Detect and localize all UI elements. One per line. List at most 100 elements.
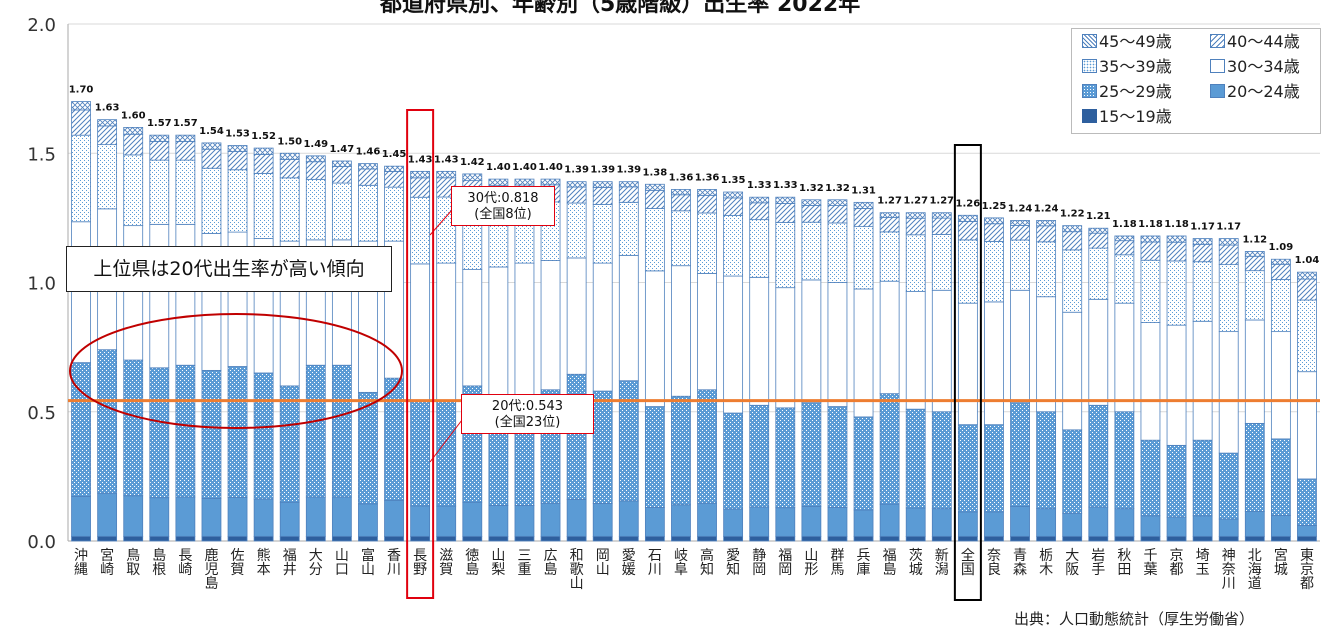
data-label: 1.40 bbox=[512, 162, 537, 173]
bar-segment-35-39 bbox=[931, 234, 952, 291]
x-tick-label: 岩手 bbox=[1091, 548, 1105, 578]
bar-segment-15-19 bbox=[149, 535, 170, 542]
bar-segment-45-49 bbox=[149, 134, 170, 142]
bar-segment-45-49 bbox=[331, 160, 352, 167]
bar-segment-15-19 bbox=[410, 535, 431, 542]
data-label: 1.27 bbox=[903, 196, 928, 207]
x-tick-label: 北海道 bbox=[1248, 548, 1262, 592]
bar-segment-35-39 bbox=[410, 196, 431, 265]
callout-20s-pointer bbox=[429, 419, 463, 463]
x-tick-label: 長野 bbox=[413, 548, 427, 578]
bar-segment-30-34 bbox=[931, 289, 952, 413]
bar-segment-20-24 bbox=[305, 496, 326, 537]
legend-item-15-19: 15〜19歳 bbox=[1082, 107, 1172, 127]
bar-segment-20-24 bbox=[488, 505, 509, 537]
bar-segment-20-24 bbox=[827, 506, 848, 537]
bar-segment-15-19 bbox=[305, 535, 326, 542]
bar-segment-45-49 bbox=[1140, 235, 1161, 243]
bar-segment-20-24 bbox=[149, 497, 170, 537]
x-tick-label: 大阪 bbox=[1065, 548, 1079, 578]
bar-segment-35-39 bbox=[1036, 241, 1057, 298]
bar-segment-30-34 bbox=[410, 263, 431, 402]
x-tick-label: 山口 bbox=[335, 548, 349, 578]
bar-segment-45-49 bbox=[1114, 235, 1135, 242]
y-tick-label: 0.5 bbox=[27, 403, 56, 424]
bar-segment-40-44 bbox=[879, 217, 900, 233]
bar-segment-35-39 bbox=[1297, 299, 1317, 373]
bar-segment-35-39 bbox=[697, 212, 717, 274]
data-label: 1.60 bbox=[121, 110, 146, 121]
bar-segment-15-19 bbox=[97, 535, 118, 542]
bar-segment-30-34 bbox=[984, 301, 1004, 426]
x-tick-label: 香川 bbox=[387, 548, 401, 578]
data-label: 1.12 bbox=[1242, 234, 1267, 245]
legend-label-15-19: 15〜19歳 bbox=[1099, 107, 1172, 126]
bar-segment-25-29 bbox=[436, 401, 457, 507]
bar-segment-40-44 bbox=[775, 203, 796, 223]
bar-segment-25-29 bbox=[1088, 404, 1109, 508]
bar-segment-45-49 bbox=[957, 214, 978, 222]
x-tick-label: 岐阜 bbox=[674, 548, 688, 578]
bar-segment-30-34 bbox=[1088, 298, 1109, 406]
bar-segment-20-24 bbox=[436, 505, 457, 537]
bar-segment-15-19 bbox=[1244, 535, 1265, 542]
bar-segment-45-49 bbox=[931, 212, 952, 219]
bar-segment-35-39 bbox=[1010, 239, 1030, 291]
bar-segment-15-19 bbox=[931, 535, 952, 542]
data-label: 1.24 bbox=[1034, 203, 1059, 214]
bar-segment-40-44 bbox=[175, 140, 196, 161]
bar-segment-30-34 bbox=[827, 282, 848, 407]
legend-item-40-44: 40〜44歳 bbox=[1210, 32, 1300, 52]
bar-segment-25-29 bbox=[644, 406, 665, 508]
bar-segment-25-29 bbox=[592, 390, 613, 504]
bar-segment-25-29 bbox=[905, 408, 926, 509]
x-tick-label: 静岡 bbox=[752, 548, 766, 578]
x-tick-label: 愛媛 bbox=[622, 548, 636, 578]
y-tick-label: 1.5 bbox=[27, 144, 56, 165]
bar-segment-20-24 bbox=[227, 496, 248, 537]
bar-segment-30-34 bbox=[1166, 324, 1187, 446]
bar-segment-25-29 bbox=[801, 402, 822, 507]
bar-segment-40-44 bbox=[644, 189, 665, 209]
bar-segment-15-19 bbox=[592, 535, 613, 542]
bar-segment-20-24 bbox=[201, 497, 222, 537]
x-tick-label: 和歌山 bbox=[570, 548, 584, 592]
callout-30s-pointer bbox=[429, 209, 453, 236]
data-label: 1.26 bbox=[956, 198, 981, 209]
bar-segment-35-39 bbox=[879, 231, 900, 282]
bar-segment-45-49 bbox=[853, 201, 874, 209]
data-label: 1.21 bbox=[1086, 211, 1111, 222]
bar-segment-25-29 bbox=[253, 372, 274, 500]
bar-segment-25-29 bbox=[749, 404, 770, 508]
callout-30s-value: 30代:0.818 bbox=[467, 191, 539, 206]
x-tick-label: 三重 bbox=[517, 548, 531, 578]
bar-segment-45-49 bbox=[175, 134, 196, 142]
bar-segment-20-24 bbox=[1166, 516, 1187, 537]
bar-segment-20-24 bbox=[957, 511, 978, 537]
bar-segment-40-44 bbox=[618, 186, 639, 203]
data-label: 1.42 bbox=[460, 157, 485, 168]
bar-segment-20-24 bbox=[801, 506, 822, 537]
bar-segment-35-39 bbox=[358, 184, 378, 242]
data-label: 1.33 bbox=[747, 180, 772, 191]
bar-segment-25-29 bbox=[618, 380, 639, 502]
data-label: 1.18 bbox=[1112, 219, 1137, 230]
bar-segment-30-34 bbox=[618, 254, 639, 382]
bar-segment-25-29 bbox=[1036, 411, 1057, 510]
bar-segment-20-24 bbox=[1270, 515, 1291, 537]
bar-segment-45-49 bbox=[123, 127, 144, 135]
bar-segment-15-19 bbox=[384, 535, 404, 542]
bar-segment-35-39 bbox=[279, 177, 300, 242]
data-label: 1.40 bbox=[486, 162, 511, 173]
bar-segment-45-49 bbox=[1010, 220, 1030, 226]
bar-segment-30-34 bbox=[879, 280, 900, 395]
overlay-layer bbox=[68, 109, 1320, 601]
bar-segment-45-49 bbox=[723, 191, 744, 199]
bar-segment-15-19 bbox=[1270, 535, 1291, 542]
bar-segment-20-24 bbox=[175, 496, 196, 537]
bar-segment-20-24 bbox=[879, 503, 900, 537]
bar-segment-20-24 bbox=[540, 502, 561, 537]
bar-segment-25-29 bbox=[697, 389, 717, 504]
bar-segment-15-19 bbox=[879, 535, 900, 542]
x-tick-label: 熊本 bbox=[257, 548, 271, 578]
